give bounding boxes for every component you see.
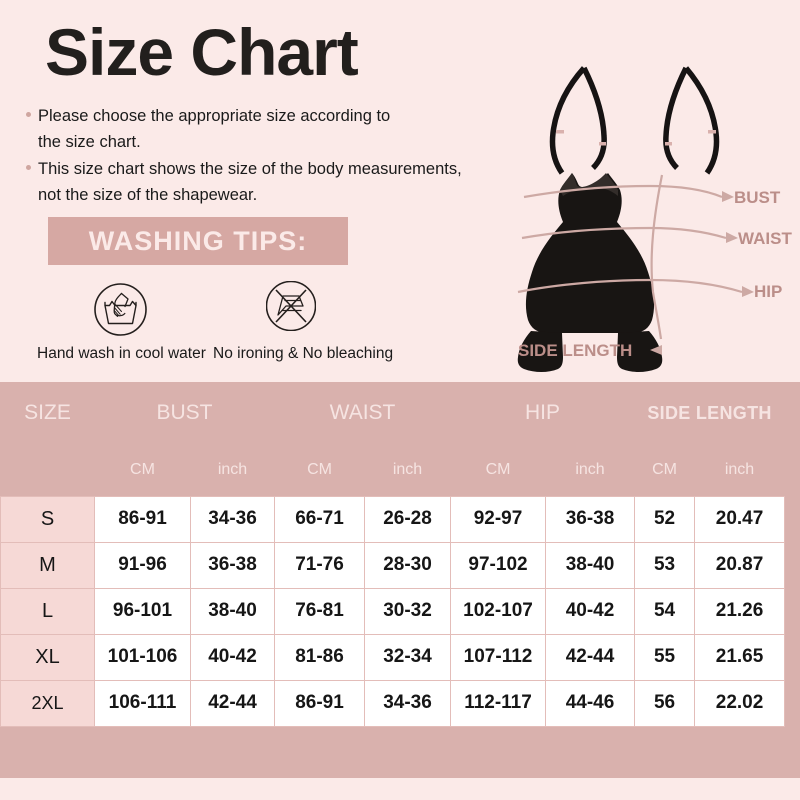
svg-text:SIDE LENGTH: SIDE LENGTH [518,341,632,360]
svg-text:BUST: BUST [734,188,781,207]
svg-text:HIP: HIP [754,282,782,301]
svg-text:WAIST: WAIST [738,229,792,248]
